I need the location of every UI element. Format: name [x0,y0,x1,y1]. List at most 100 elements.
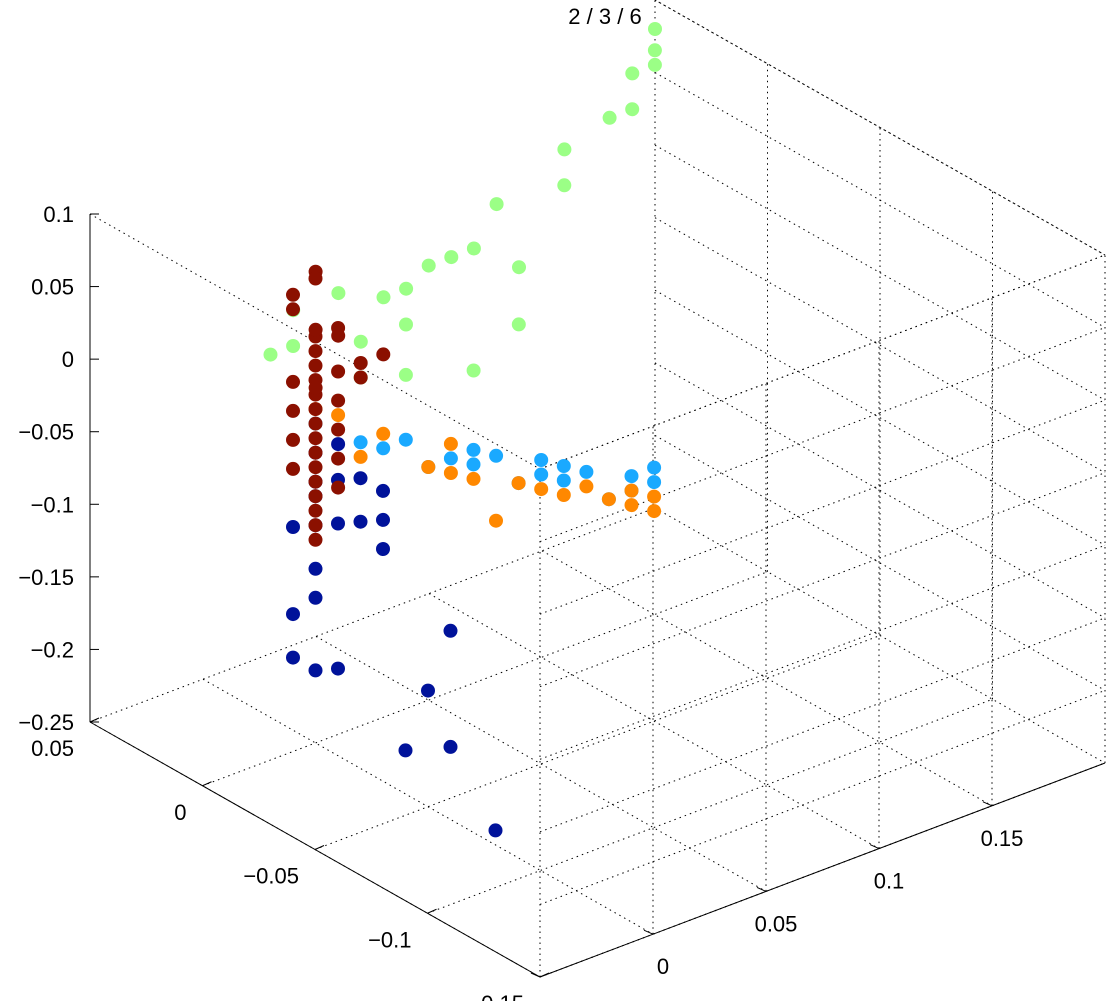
grid-line-z-back [539,399,1106,615]
scatter-point [534,482,549,497]
chart-title: 2 / 3 / 6 [568,4,641,29]
grid-line-y-floor [202,678,654,935]
scatter-point [331,364,346,379]
scatter-point [398,743,413,758]
scatter-point [353,435,368,450]
scatter-point [308,663,323,678]
grid-line-x-floor [89,507,656,723]
scatter-point [376,542,390,556]
scatter-point [647,475,662,490]
grid-line-x-floor [427,698,993,914]
scatter-point [308,358,323,373]
grid-line-x-floor [202,571,768,787]
scatter-point [556,459,571,473]
scatter-point [421,683,435,698]
x-tick-label: −0.05 [243,864,299,889]
scatter-point [398,432,413,447]
y-tick-mark [982,801,993,807]
scatter-point [308,503,323,518]
scatter-point [331,661,345,676]
y-axis-line [539,762,1106,978]
scatter-point [286,403,300,418]
box-edge [539,254,1106,470]
scatter-point [443,466,458,480]
scatter-point [444,250,459,265]
scatter-point [421,460,436,474]
scatter-point [488,823,503,838]
scatter-point [286,607,300,622]
x-tick-label: −0.15 [468,991,524,1001]
grid-line-z-side [654,217,1106,474]
y-tick-label: −0.05 [522,997,578,1001]
grid-line-z-back [539,689,1106,905]
grid-line-y-floor [541,550,993,807]
scatter-point [376,441,391,456]
axis-layer [89,213,1106,978]
scatter-point [511,317,526,332]
grid-line-z-side [654,289,1106,546]
x-tick-mark [202,781,212,787]
scatter-point [556,473,571,488]
scatter-point [353,334,368,349]
scatter-point [376,512,390,527]
scatter-point [466,363,481,378]
scatter-point [308,561,323,576]
scatter-point [443,451,458,466]
grid-line-z-side [654,144,1106,401]
scatter-point [648,22,662,36]
scatter-point [308,380,323,395]
scatter-point [286,520,300,534]
z-tick-label: 0 [62,347,74,372]
scatter-point [443,739,458,754]
z-tick-label: −0.05 [18,420,74,445]
scatter-point [331,516,345,531]
scatter-point [286,374,300,389]
scatter-point [353,370,368,385]
scatter-point [602,110,617,125]
grid-line-y-floor [315,635,767,892]
series-3 [263,22,662,385]
scatter-point [353,449,368,464]
scatter-point [398,367,413,382]
z-tick-label: 0.1 [43,202,74,227]
scatter-point [647,57,662,72]
series-4 [286,264,391,547]
x-tick-mark [539,972,550,978]
scatter-point [421,258,436,273]
scatter-point [376,347,391,362]
scatter-point [331,393,346,408]
grid-line-z-side [654,507,1106,764]
scatter-point [647,43,662,58]
scatter-point [579,464,594,479]
scatter-point [511,476,526,491]
x-tick-label: 0.05 [31,736,74,761]
scatter-point [376,483,390,498]
scatter-point [647,460,662,475]
scatter-point [466,457,481,472]
scatter-point [466,241,481,256]
z-tick-label: −0.1 [31,492,74,517]
scatter-point [286,339,301,353]
box-edge [654,0,1106,256]
scatter-point [399,281,414,296]
scatter-point [286,302,300,317]
x-tick-mark [314,845,325,850]
x-tick-label: −0.1 [368,927,411,952]
scatter-point [601,492,616,507]
grid-line-z-side [654,72,1106,329]
scatter-point [286,432,300,447]
scatter-point [625,102,640,117]
y-tick-mark [869,844,880,850]
y-tick-label: 0.1 [874,869,905,894]
scatter-point [647,489,662,504]
scatter-point [466,442,481,457]
scatter-point [443,436,458,451]
scatter-point [353,514,368,529]
scatter-point [331,437,346,452]
y-tick-label: 0.05 [755,911,798,936]
grid-layer [89,0,1106,978]
grid-line-z-side [654,362,1106,619]
grid-line-z-back [539,254,1106,470]
